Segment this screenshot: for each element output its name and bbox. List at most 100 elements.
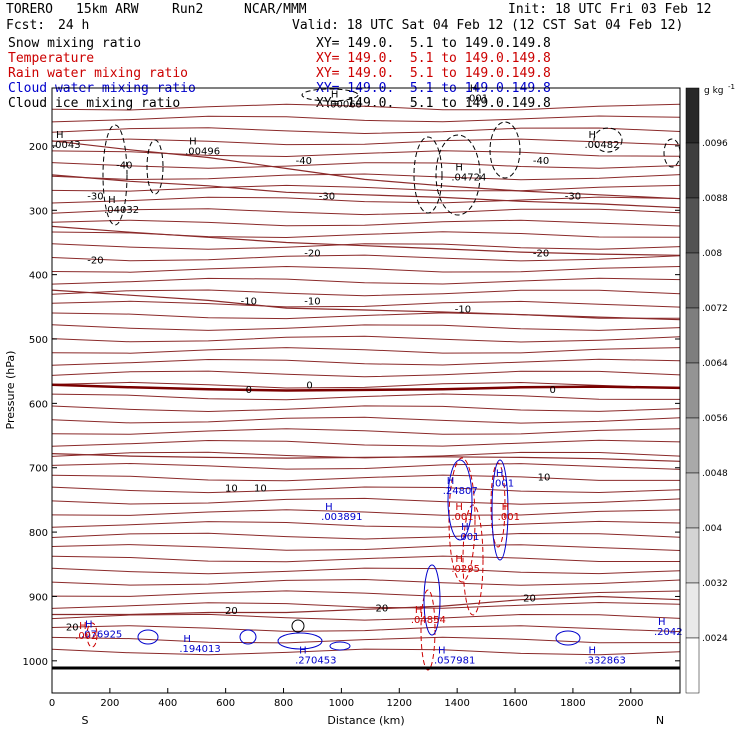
colorbar-swatch [685, 252, 700, 309]
snow-contour [489, 121, 521, 179]
cloud-water-contour [491, 459, 509, 561]
y-tick-label: 400 [29, 271, 48, 282]
maximum-marker: H [470, 84, 478, 95]
snow-contour [435, 134, 481, 216]
field-name-temperature: Temperature [8, 51, 95, 66]
snow-contour [663, 138, 681, 168]
colorbar-unit: g kg [704, 86, 724, 96]
maximum-marker: H [447, 476, 455, 487]
y-tick-label: 600 [29, 399, 48, 410]
isotherm-line [51, 150, 681, 158]
maximum-marker: H [56, 130, 64, 141]
isotherm-label: -10 [455, 305, 471, 316]
x-tick-label: 400 [158, 698, 177, 709]
isotherm-line [51, 497, 681, 505]
isotherm-line [51, 103, 681, 111]
isotherm-label: 10 [538, 473, 551, 484]
isotherm-label: -30 [565, 191, 581, 202]
isotherm-line [51, 277, 681, 285]
isotherm-label: 0 [246, 385, 252, 396]
isotherm-label: 20 [376, 603, 389, 614]
x-tick-label: 600 [216, 698, 235, 709]
field-xy-snow: XY= 149.0. 5.1 to 149.0.149.8 [316, 36, 551, 51]
isotherm-line [51, 243, 681, 250]
isotherm-line [51, 428, 681, 435]
maximum-value: .332863 [584, 655, 625, 666]
cloud-water-contour [423, 564, 441, 636]
isotherm-label: -40 [116, 160, 132, 171]
isotherm-line [51, 196, 681, 204]
maximum-value: .00482 [584, 140, 619, 151]
snow-contour [301, 88, 359, 102]
isotherm-label: 20 [225, 606, 238, 617]
isotherm-line [51, 405, 681, 413]
maximum-value: .00496 [185, 146, 220, 157]
maximum-value: .04724 [451, 173, 486, 184]
header-run: Run2 [172, 2, 204, 17]
isotherm-line [51, 590, 681, 598]
isotherm-line [51, 312, 681, 320]
maximum-value: .2042 [654, 627, 683, 638]
maximum-value: .001 [492, 478, 514, 489]
cloud-water-contour [291, 619, 305, 633]
x-tick-label: 2000 [618, 698, 643, 709]
x-tick-label: 0 [49, 698, 55, 709]
y-axis-title: Pressure (hPa) [4, 351, 17, 430]
isotherm-label: 20 [66, 623, 79, 634]
cloud-water-contour [447, 459, 473, 541]
field-name-snow: Snow mixing ratio [8, 36, 142, 51]
maximum-value: .04854 [411, 615, 446, 626]
x-tick-label: 200 [100, 698, 119, 709]
colorbar-swatch [685, 197, 700, 254]
maximum-marker: H [455, 163, 463, 174]
x-tick-label: 1400 [444, 698, 469, 709]
field-xy-rain: XY= 149.0. 5.1 to 149.0.149.8 [316, 66, 551, 81]
colorbar-swatch [685, 637, 700, 694]
isotherm-10 [51, 453, 681, 462]
isotherm-line [51, 544, 681, 551]
y-tick-label: 200 [29, 142, 48, 153]
maximum-marker: H [108, 195, 116, 206]
field-name-rain: Rain water mixing ratio [8, 66, 189, 81]
isotherm-line [51, 370, 681, 378]
header-init: Init: 18 UTC Fri 03 Feb 12 [508, 2, 712, 17]
x-axis-title: Distance (km) [327, 714, 404, 727]
isotherm-line [51, 393, 681, 401]
isotherm-label: -20 [304, 249, 320, 260]
x-tick-label: 1200 [387, 698, 412, 709]
maximum-marker: H [588, 645, 596, 656]
maximum-value: .194013 [179, 644, 220, 655]
x-tick-label: 1600 [502, 698, 527, 709]
maximum-marker: H [455, 554, 463, 565]
plot-frame [51, 87, 681, 694]
maximum-value: .057981 [434, 655, 475, 666]
x-end-right: N [656, 714, 664, 727]
maximum-marker: H [415, 605, 423, 616]
header-org: NCAR/MMM [244, 2, 307, 17]
isotherm-label: -40 [296, 156, 312, 167]
colorbar: .0096 .0088 .008 .0072 .0064 .0056 .0048 .004 .0… [685, 87, 728, 694]
isotherm-line [51, 532, 681, 540]
isotherm-line [51, 184, 681, 192]
maximum-marker: H [588, 130, 596, 141]
cloud-water-contour [239, 629, 257, 645]
colorbar-level-label: .0048 [702, 469, 728, 479]
maximum-marker: H [79, 621, 87, 632]
snow-contour [593, 127, 623, 153]
maximum-value: .002 [75, 631, 97, 642]
rain-contour [462, 504, 484, 616]
colorbar-level-label: .0088 [702, 194, 728, 204]
colorbar-level-label: .0056 [702, 414, 728, 424]
isotherm--30 [51, 174, 681, 209]
x-tick-label: 1800 [560, 698, 585, 709]
isotherm-line [51, 358, 681, 366]
isotherm-line [51, 289, 681, 297]
maximum-marker: H [331, 89, 339, 100]
colorbar-swatch [685, 417, 700, 474]
isotherm-line [51, 520, 681, 528]
isotherm-line [51, 219, 681, 227]
colorbar-level-label: .0064 [702, 359, 728, 369]
isotherm-line [51, 173, 681, 181]
colorbar-unit-exponent: -1 [728, 83, 735, 91]
